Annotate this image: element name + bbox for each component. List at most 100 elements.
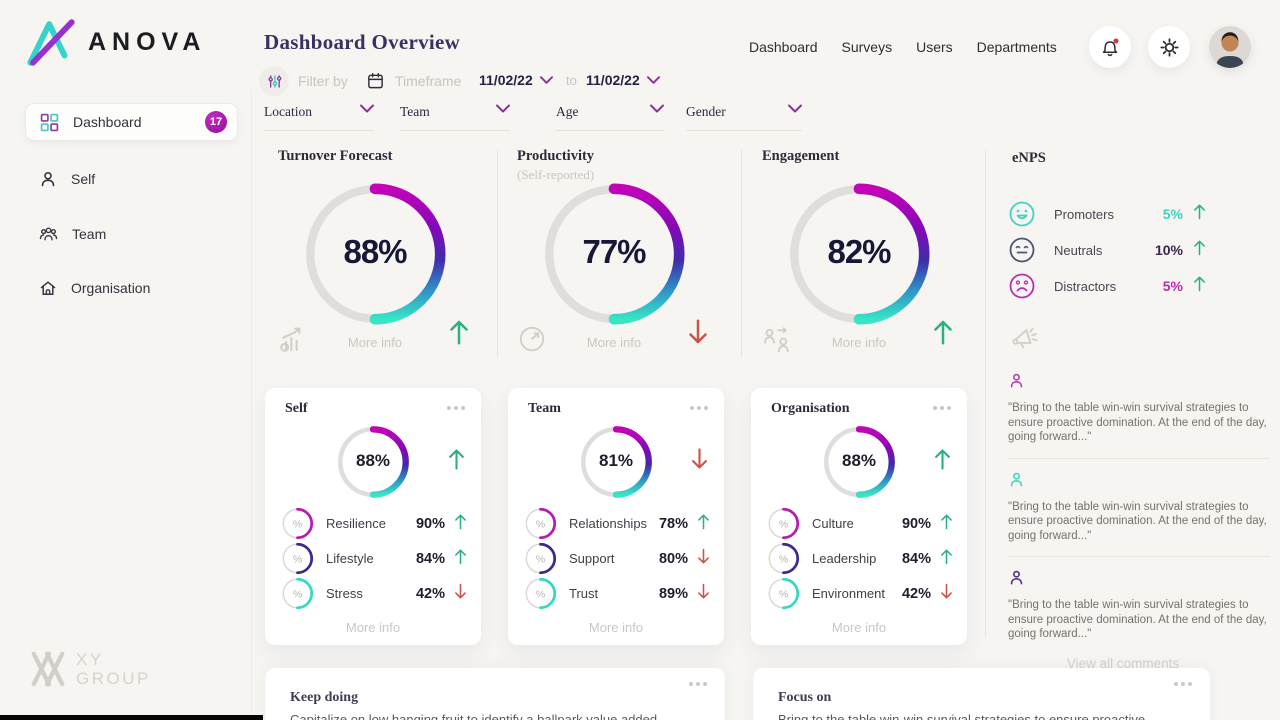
card-text: Capitalize on low hanging fruit to ident… [290,712,658,720]
comment-text: "Bring to the table win-win survival str… [1008,500,1267,542]
svg-text:%: % [293,554,302,566]
card-menu-button[interactable] [933,406,951,410]
dropdown-label: Gender [686,104,726,119]
card-menu-button[interactable] [1174,682,1192,686]
percent-icon: % [525,507,557,540]
more-info-link[interactable]: More info [345,620,401,635]
trend-up-arrow [454,548,467,570]
self-score-card: Self 88% % Resilience 90% [265,388,481,645]
sidebar-item-self[interactable]: Self [25,160,238,198]
percent-icon: % [768,577,800,610]
metric-value: 42% [415,585,445,602]
enps-label: Distractors [1054,278,1117,294]
more-info-link[interactable]: More info [588,620,644,635]
commenter-person-icon [1010,373,1023,388]
date-to-dropdown[interactable]: 11/02/22 [586,72,660,88]
organisation-score-card: Organisation 88% % Culture 90% [751,388,967,645]
nav-item-users[interactable]: Users [916,39,953,55]
trend-up-arrow [697,513,710,535]
trend-up-arrow [934,446,951,477]
card-menu-button[interactable] [447,406,465,410]
metric-label: Environment [812,586,885,601]
enps-value: 5% [1162,278,1183,294]
notifications-button[interactable] [1089,26,1131,68]
to-label: to [566,73,577,88]
gauge-donut [545,183,685,325]
gauge-donut [790,183,930,325]
sidebar-item-dashboard[interactable]: Dashboard 17 [25,103,238,141]
percent-icon: % [768,507,800,540]
people-exchange-icon [764,327,789,353]
card-title: Keep doing [290,690,359,705]
svg-text:%: % [293,519,302,531]
timeframe-label: Timeframe [395,73,462,89]
sidebar-divider [251,90,252,714]
gauge-value: 81% [598,451,634,470]
metric-row-stress: % Stress 42% [281,576,467,611]
team-dropdown[interactable]: Team [400,104,510,131]
enps-row-promoters: Promoters 5% [1008,200,1206,228]
gauge-value: 77% [582,233,646,270]
card-menu-button[interactable] [690,406,708,410]
comment-text: "Bring to the table win-win survival str… [1008,599,1267,640]
comment-item: "Bring to the table win-win survival str… [1008,569,1270,642]
more-info-link[interactable]: More info [831,620,887,635]
smiley-neutral-icon [1009,237,1035,263]
sidebar-item-team[interactable]: Team [25,215,238,253]
trend-up-arrow [449,317,469,352]
location-dropdown[interactable]: Location [264,104,374,131]
speedometer-icon [519,326,545,352]
view-all-comments-link[interactable]: View all comments [1066,655,1180,671]
metric-row-trust: % Trust 89% [524,576,710,611]
enps-row-neutrals: Neutrals 10% [1008,236,1206,264]
xy-group-logo: XY GROUP [28,650,151,688]
more-info-link[interactable]: More info [586,335,642,350]
comment-item: "Bring to the table win-win survival str… [1008,372,1270,459]
more-info-link[interactable]: More info [347,335,403,350]
enps-value: 10% [1154,242,1183,258]
brand-logo[interactable]: ANOVA [24,16,206,68]
age-dropdown[interactable]: Age [556,104,664,131]
svg-text:%: % [779,554,788,566]
user-avatar[interactable] [1209,26,1251,68]
sliders-icon [267,74,281,88]
metric-label: Trust [569,586,599,601]
brand-logo-text: ANOVA [88,27,207,56]
trend-up-arrow [1193,239,1206,261]
sidebar-item-label: Self [71,171,96,187]
filter-button[interactable] [259,66,289,96]
card-title: Organisation [771,401,850,416]
commenter-person-icon [1010,570,1023,585]
gauge-donut [306,183,446,325]
metric-value: 42% [901,585,931,602]
svg-text:%: % [536,519,545,531]
card-menu-button[interactable] [689,682,707,686]
gauge-donut [581,426,652,498]
calendar-icon [368,72,383,89]
card-title: Turnover Forecast [278,148,393,164]
more-info-link[interactable]: More info [831,335,887,350]
gender-dropdown[interactable]: Gender [686,104,802,131]
engagement-card: Engagement 82% More info [749,140,969,358]
percent-icon: % [282,507,314,540]
metric-value: 89% [658,585,688,602]
metric-label: Culture [812,516,854,531]
smiley-sad-icon [1009,273,1035,299]
date-from-dropdown[interactable]: 11/02/22 [479,72,553,88]
metric-label: Lifestyle [326,551,374,566]
nav-item-dashboard[interactable]: Dashboard [749,39,818,55]
xy-group-mark-icon [31,651,65,687]
metric-rows: % Relationships 78% % Support 80% [524,506,710,611]
nav-item-departments[interactable]: Departments [976,39,1057,55]
sidebar-item-organisation[interactable]: Organisation [25,269,238,307]
nav-item-surveys[interactable]: Surveys [841,39,893,55]
card-text: Bring to the table win-win survival stra… [778,712,1146,720]
metric-value: 78% [658,515,688,532]
metric-rows: % Resilience 90% % Lifestyle 84% [281,506,467,611]
trend-up-arrow [1193,275,1206,297]
settings-button[interactable] [1148,26,1190,68]
metric-value: 90% [901,515,931,532]
enps-label: Neutrals [1054,242,1103,258]
date-from-value: 11/02/22 [479,72,533,88]
chevron-down-icon [646,76,660,84]
